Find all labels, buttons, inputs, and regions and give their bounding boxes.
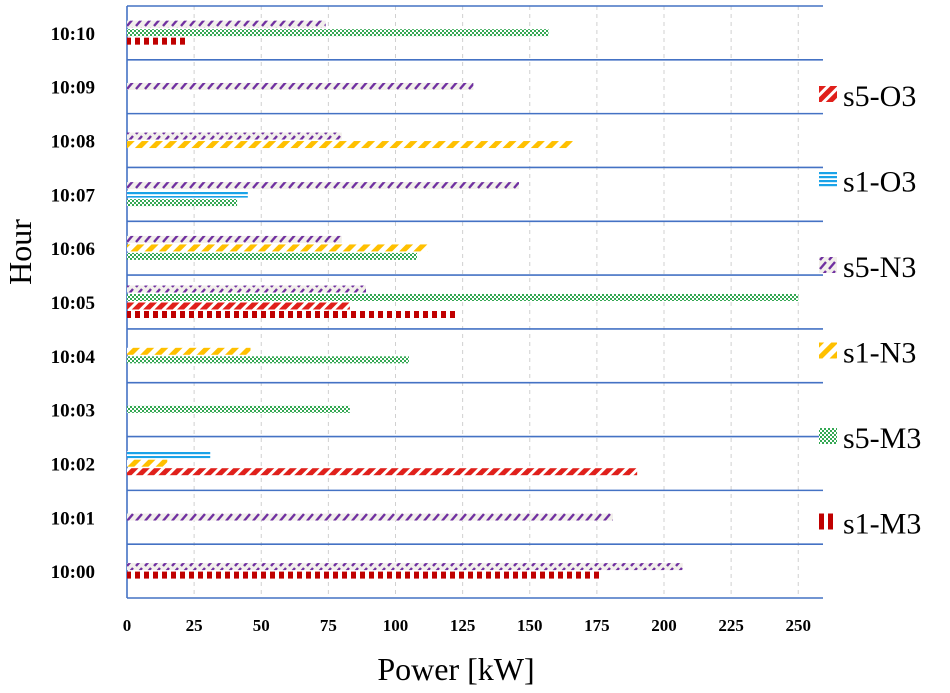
bar-s5-N3-1006 bbox=[127, 235, 342, 243]
y-tick-label: 10:04 bbox=[51, 347, 96, 368]
bar-s1-M3-1000 bbox=[127, 571, 603, 579]
bar-s5-M3-1003 bbox=[127, 405, 350, 413]
bar-s5-N3-1005 bbox=[127, 285, 366, 293]
y-axis-title: Hour bbox=[2, 219, 38, 285]
legend-swatch-s5-N3 bbox=[819, 257, 837, 273]
bar-s1-M3-1005 bbox=[127, 311, 458, 318]
bar-s1-M3-1010 bbox=[127, 37, 189, 45]
bar-s5-M3-1007 bbox=[127, 199, 238, 207]
x-axis-title: Power [kW] bbox=[377, 651, 534, 687]
bar-s1-O3-1007 bbox=[127, 190, 248, 198]
x-tick-label: 100 bbox=[383, 616, 409, 635]
legend-label-s5-M3: s5-M3 bbox=[843, 422, 921, 455]
y-tick-label: 10:10 bbox=[51, 24, 95, 45]
bar-s1-N3-1002 bbox=[127, 459, 168, 467]
y-tick-label: 10:01 bbox=[51, 508, 95, 529]
bar-s5-M3-1004 bbox=[127, 356, 409, 364]
x-tick-label: 250 bbox=[786, 616, 812, 635]
bar-s5-N3-1007 bbox=[127, 182, 520, 190]
bar-s5-M3-1010 bbox=[127, 29, 549, 37]
legend-label-s1-N3: s1-N3 bbox=[843, 337, 916, 370]
y-tick-label: 10:07 bbox=[51, 185, 96, 206]
legend: s5-O3 s1-O3 s5-N3 s1-N3 s5-M3 s1-M3 bbox=[819, 80, 921, 541]
bar-s5-M3-1005 bbox=[127, 294, 799, 301]
y-tick-label: 10:05 bbox=[51, 293, 95, 314]
legend-swatch-s1-N3 bbox=[819, 342, 837, 359]
legend-swatch-s5-O3 bbox=[819, 86, 837, 102]
y-tick-label: 10:00 bbox=[51, 562, 95, 583]
bar-s5-N3-1009 bbox=[127, 82, 474, 90]
legend-label-s5-N3: s5-N3 bbox=[843, 251, 916, 284]
y-tick-label: 10:08 bbox=[51, 132, 95, 153]
bar-s1-N3-1006 bbox=[127, 244, 428, 252]
bar-s5-N3-1000 bbox=[127, 563, 683, 571]
bar-s5-O3-1005 bbox=[127, 302, 350, 310]
y-tick-label: 10:03 bbox=[51, 401, 95, 422]
bar-s1-O3-1002 bbox=[127, 451, 211, 459]
x-tick-label: 175 bbox=[584, 616, 610, 635]
bar-s5-N3-1010 bbox=[127, 20, 326, 28]
x-tick-label: 75 bbox=[320, 616, 337, 635]
legend-swatch-s5-M3 bbox=[819, 428, 837, 444]
axis-ticks: 0 25 50 75 100 125 150 175 200 225 250 10:00 10:01 10… bbox=[51, 24, 811, 635]
x-tick-label: 0 bbox=[123, 616, 132, 635]
x-tick-label: 125 bbox=[450, 616, 476, 635]
grid bbox=[126, 5, 823, 599]
bars bbox=[127, 20, 799, 579]
bar-s5-M3-1006 bbox=[127, 252, 417, 260]
bar-s5-O3-1002 bbox=[127, 468, 638, 476]
y-tick-label: 10:09 bbox=[51, 78, 95, 99]
x-tick-label: 50 bbox=[253, 616, 270, 635]
legend-swatch-s1-O3 bbox=[819, 171, 837, 188]
x-tick-label: 200 bbox=[651, 616, 677, 635]
legend-label-s1-O3: s1-O3 bbox=[843, 166, 916, 199]
bar-s5-N3-1001 bbox=[127, 513, 613, 521]
x-tick-label: 150 bbox=[517, 616, 543, 635]
bar-s1-N3-1008 bbox=[127, 141, 573, 149]
legend-swatch-s1-M3 bbox=[819, 513, 837, 530]
legend-label-s1-M3: s1-M3 bbox=[843, 508, 921, 541]
y-tick-label: 10:06 bbox=[51, 239, 95, 260]
y-tick-label: 10:02 bbox=[51, 454, 95, 475]
x-tick-label: 25 bbox=[186, 616, 203, 635]
bar-s5-N3-1008 bbox=[127, 132, 342, 140]
bar-s1-N3-1004 bbox=[127, 347, 251, 355]
legend-label-s5-O3: s5-O3 bbox=[843, 80, 916, 113]
x-tick-label: 225 bbox=[718, 616, 744, 635]
